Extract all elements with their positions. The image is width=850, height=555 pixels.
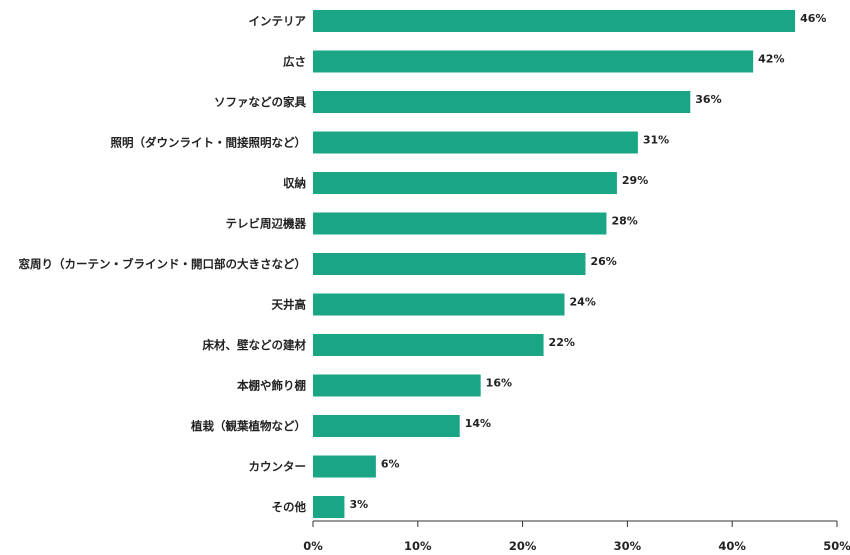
- x-tick-label: 0%: [303, 539, 323, 553]
- category-label: 植栽（観葉植物など）: [190, 419, 306, 433]
- bar: [313, 253, 586, 275]
- x-tick-label: 10%: [404, 539, 432, 553]
- category-label: 天井高: [272, 298, 307, 312]
- bar: [313, 131, 638, 154]
- bar: [313, 212, 607, 235]
- category-label: カウンター: [249, 460, 307, 474]
- data-label: 24%: [570, 296, 596, 309]
- data-label: 3%: [349, 498, 368, 511]
- category-label: ソファなどの家具: [214, 95, 306, 109]
- bar: [313, 415, 460, 437]
- category-label: 床材、壁などの建材: [203, 338, 307, 352]
- category-label: 本棚や飾り棚: [237, 379, 306, 393]
- x-tick-label: 30%: [614, 539, 642, 553]
- bar: [313, 50, 754, 73]
- bar: [313, 496, 345, 518]
- data-label: 46%: [800, 12, 826, 25]
- category-label: テレビ周辺機器: [226, 217, 307, 231]
- x-tick-label: 50%: [823, 539, 850, 553]
- x-axis: 0% 10% 20% 30% 40% 50%: [303, 520, 850, 553]
- bars-layer: [313, 10, 796, 518]
- data-label: 26%: [590, 255, 616, 268]
- category-label: その他: [272, 500, 307, 514]
- bar: [313, 91, 691, 113]
- bar: [313, 455, 376, 478]
- category-label: 窓周り（カーテン・ブラインド・開口部の大きさなど）: [19, 257, 307, 271]
- category-label: 広さ: [283, 55, 306, 69]
- category-label: 照明（ダウンライト・間接照明など）: [111, 136, 307, 150]
- data-label: 42%: [758, 53, 784, 66]
- data-label: 29%: [622, 174, 648, 187]
- data-label: 6%: [381, 458, 400, 471]
- data-label: 36%: [695, 93, 721, 106]
- bar: [313, 10, 796, 32]
- data-label: 14%: [465, 417, 491, 430]
- category-label: 収納: [283, 176, 306, 190]
- data-label: 22%: [549, 336, 575, 349]
- x-tick-label: 40%: [718, 539, 746, 553]
- value-labels: 46% 42% 36% 31% 29% 28% 26% 24% 22% 16% 14% 6% 3%: [349, 12, 826, 511]
- data-label: 28%: [611, 215, 637, 228]
- category-label: インテリア: [249, 14, 307, 28]
- bar: [313, 374, 481, 397]
- bar: [313, 334, 544, 356]
- data-label: 16%: [486, 377, 512, 390]
- bar: [313, 293, 565, 316]
- data-label: 31%: [643, 134, 669, 147]
- bar: [313, 172, 617, 194]
- x-tick-label: 20%: [509, 539, 537, 553]
